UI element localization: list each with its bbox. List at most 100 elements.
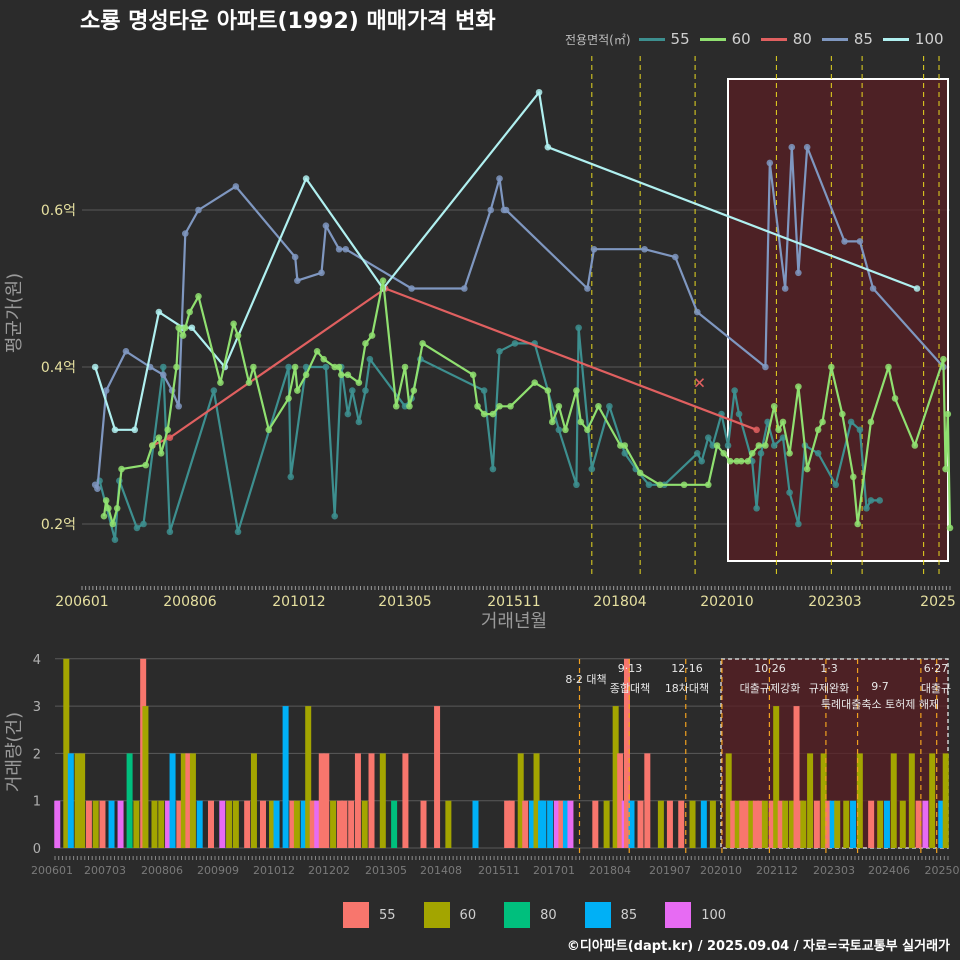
data-point-85	[856, 238, 864, 245]
policy-annotation: 대출규제강화	[740, 682, 801, 695]
bar-85	[850, 800, 857, 848]
policy-annotation: 8·2 대책	[565, 673, 606, 686]
data-point-55	[770, 442, 778, 449]
bar-y-tick-label: 4	[33, 653, 41, 668]
bar-60	[79, 753, 86, 848]
data-point-60	[419, 340, 426, 347]
data-point-60	[245, 379, 253, 387]
bar-x-tick-label: 202010	[700, 864, 742, 877]
data-point-60	[100, 512, 108, 520]
bar-60	[517, 753, 524, 848]
data-point-55	[366, 355, 374, 363]
bar-55	[85, 800, 92, 848]
bar-85	[108, 800, 115, 848]
data-point-85	[195, 206, 202, 214]
bar-60	[734, 800, 741, 848]
policy-annotation: 종합대책	[610, 682, 650, 695]
data-point-100	[544, 143, 552, 151]
bar-60	[133, 800, 140, 848]
bar-60	[151, 800, 158, 848]
data-point-55	[140, 520, 147, 528]
bar-x-tick-label: 200703	[84, 864, 126, 877]
bar-55	[793, 706, 800, 848]
bar-60	[189, 753, 196, 848]
data-point-60	[113, 505, 121, 512]
bar-x-tick-label: 201012	[253, 864, 295, 877]
data-point-85	[94, 485, 101, 492]
bar-x-tick-label: 200806	[141, 864, 183, 877]
bar-100	[314, 800, 321, 848]
bar-legend-item-100: 100	[665, 902, 726, 928]
bar-55	[592, 800, 599, 848]
bar-55	[402, 753, 409, 848]
y-axis-title: 평균가(원)	[4, 273, 25, 353]
bar-60	[689, 800, 696, 848]
data-point-60	[573, 387, 580, 394]
data-point-60	[942, 465, 949, 473]
bar-x-tick-label: 202112	[756, 864, 798, 877]
data-point-60	[548, 418, 556, 426]
data-point-60	[496, 402, 503, 410]
bar-60	[782, 800, 789, 848]
data-point-55	[645, 481, 653, 489]
bar-55	[341, 800, 348, 848]
bar-55	[504, 800, 511, 848]
bar-60	[250, 753, 257, 848]
legend-title: 전용면적(㎡)	[565, 32, 631, 47]
data-point-60	[250, 363, 257, 371]
bar-60	[657, 800, 664, 848]
bar-85	[540, 800, 547, 848]
data-point-60	[577, 418, 585, 426]
legend-label-80: 80	[792, 30, 812, 48]
bar-85	[282, 706, 289, 848]
bar-60	[773, 706, 780, 848]
bar-100	[117, 800, 124, 848]
policy-annotation: 대출규	[921, 682, 951, 695]
legend-swatch-85	[821, 37, 848, 41]
data-point-60	[584, 426, 591, 434]
data-point-55	[555, 426, 563, 434]
data-point-55	[786, 489, 793, 496]
data-point-85	[788, 143, 796, 151]
data-point-55	[753, 505, 760, 512]
bar-legend-item-80: 80	[504, 902, 557, 928]
bar-55	[678, 800, 685, 848]
bar-85	[547, 800, 554, 848]
data-point-55	[876, 497, 883, 504]
data-point-60	[362, 340, 369, 347]
data-point-60	[338, 371, 345, 379]
highlight-region	[727, 78, 949, 562]
x-tick-label: 201511	[487, 594, 540, 610]
bar-y-tick-label: 3	[33, 700, 41, 715]
data-point-60	[234, 332, 242, 339]
data-point-60	[726, 457, 734, 465]
legend-label-60: 60	[731, 30, 751, 48]
bar-55	[825, 800, 832, 848]
data-point-60	[149, 442, 156, 449]
data-point-60	[474, 402, 481, 410]
data-point-85	[803, 143, 811, 151]
data-point-85	[590, 245, 598, 253]
legend-label-85: 85	[853, 30, 873, 48]
bar-60	[603, 800, 610, 848]
legend-item-80: 80	[760, 30, 812, 48]
data-point-60	[157, 450, 165, 457]
data-point-55	[285, 363, 292, 371]
legend-label-100: 100	[914, 30, 944, 48]
bar-legend-label-60: 60	[459, 907, 477, 923]
bar-legend-label-85: 85	[620, 907, 638, 923]
bar-legend-box-85	[584, 902, 611, 928]
data-point-55	[489, 465, 497, 473]
bar-60	[445, 800, 452, 848]
data-point-55	[133, 524, 141, 532]
bar-55	[868, 800, 875, 848]
policy-annotation: 9·13	[618, 662, 643, 675]
data-point-60	[410, 387, 418, 394]
bar-60	[843, 800, 850, 848]
data-point-85	[841, 238, 848, 245]
bar-60	[800, 800, 807, 848]
data-point-55	[588, 465, 596, 473]
data-point-60	[885, 363, 892, 371]
bar-55	[644, 753, 651, 848]
data-point-60	[819, 418, 826, 426]
